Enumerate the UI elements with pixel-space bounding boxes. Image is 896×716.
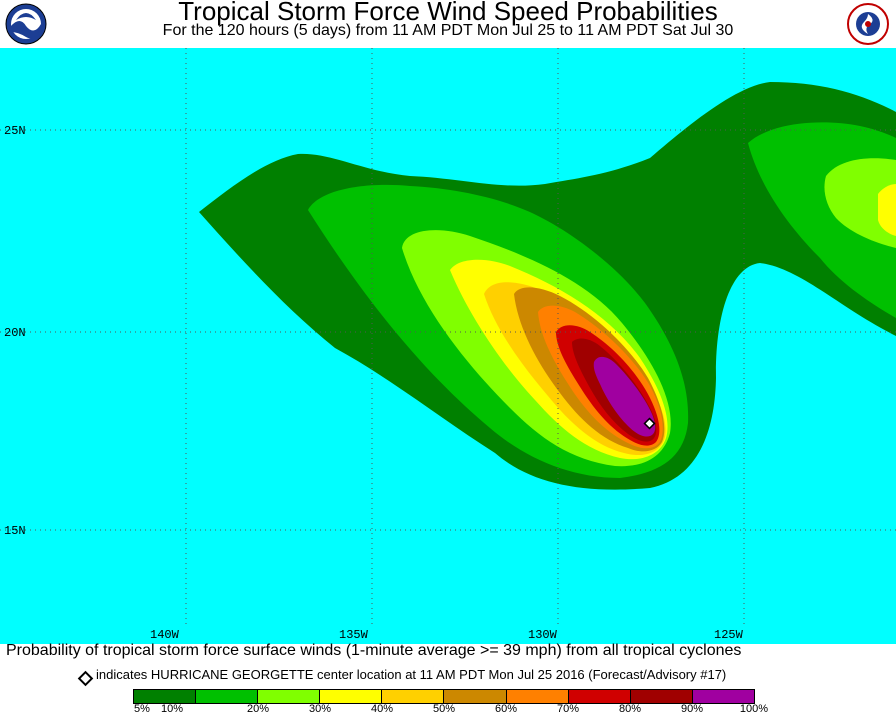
legend-swatch: [444, 690, 507, 703]
map-caption: Probability of tropical storm force surf…: [6, 642, 742, 659]
header: Tropical Storm Force Wind Speed Probabil…: [0, 0, 896, 48]
legend-swatch: [320, 690, 383, 703]
national-weather-service-logo-icon: [847, 3, 889, 45]
contour-20pct-east: [824, 158, 896, 248]
legend-label: 90%: [680, 703, 704, 715]
legend-labels: 5% 10% 20% 30% 40% 50% 60% 70% 80% 90% 100%: [0, 703, 896, 716]
legend-label: 60%: [494, 703, 518, 715]
contour-90pct: [593, 356, 656, 437]
legend-label: 5%: [134, 703, 150, 715]
marker-caption-text: indicates HURRICANE GEORGETTE center loc…: [96, 667, 727, 682]
axis-labels: 25N 20N 15N 140W 135W 130W 125W: [4, 124, 744, 642]
legend-swatch: [630, 690, 693, 703]
legend-label: 100%: [739, 703, 769, 715]
legend-swatch: [506, 690, 569, 703]
noaa-logo-icon: [5, 3, 47, 45]
legend-label: 10%: [160, 703, 184, 715]
legend-swatch: [134, 690, 197, 703]
legend-label: 70%: [556, 703, 580, 715]
contour-30pct-east: [878, 184, 896, 236]
legend-swatch: [382, 690, 445, 703]
lat-label-25n: 25N: [4, 124, 26, 138]
probability-map: 25N 20N 15N 140W 135W 130W 125W: [0, 48, 896, 644]
legend-label: 30%: [308, 703, 332, 715]
legend-swatch: [196, 690, 259, 703]
storm-center-marker-icon: [643, 417, 656, 430]
legend-label: 80%: [618, 703, 642, 715]
lon-label-130w: 130W: [528, 628, 558, 642]
page-subtitle: For the 120 hours (5 days) from 11 AM PD…: [162, 22, 734, 39]
lon-label-135w: 135W: [339, 628, 369, 642]
lon-label-140w: 140W: [150, 628, 180, 642]
lon-label-125w: 125W: [714, 628, 744, 642]
legend-label: 50%: [432, 703, 456, 715]
legend-swatch: [568, 690, 631, 703]
probability-legend: [133, 689, 755, 704]
lat-label-20n: 20N: [4, 326, 26, 340]
legend-swatch: [692, 690, 754, 703]
page-title: Tropical Storm Force Wind Speed Probabil…: [178, 0, 718, 26]
legend-label: 20%: [246, 703, 270, 715]
diamond-marker-icon: [77, 670, 94, 687]
legend-swatch: [258, 690, 321, 703]
lat-label-15n: 15N: [4, 524, 26, 538]
legend-label: 40%: [370, 703, 394, 715]
